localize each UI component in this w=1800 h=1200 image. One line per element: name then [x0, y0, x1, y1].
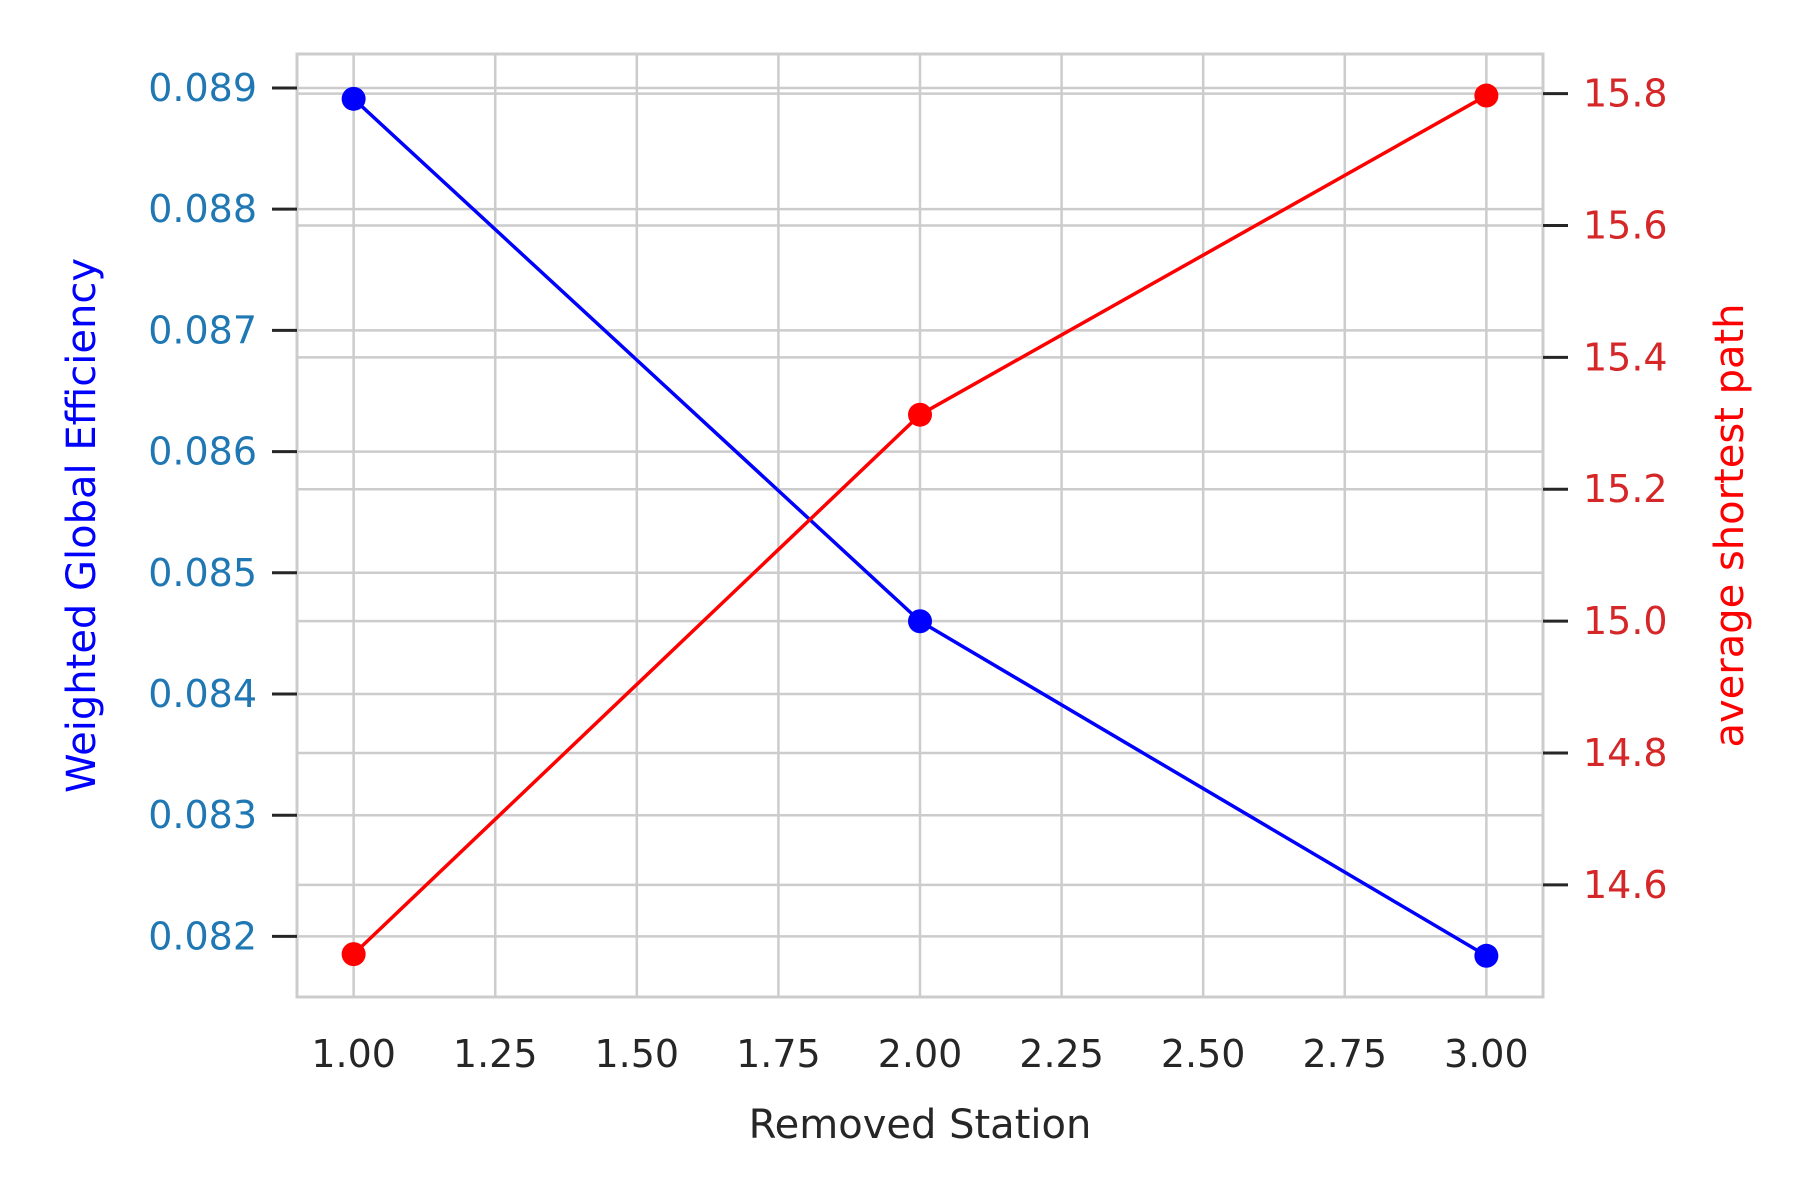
x-axis: 1.00 1.25 1.50 1.75 2.00 2.25 2.50 2.75 3.00	[311, 1032, 1528, 1076]
y-right-tick-label: 15.4	[1583, 335, 1668, 379]
grid	[297, 54, 1543, 997]
y-axis-right-label: average shortest path	[1707, 303, 1753, 747]
x-axis-label: Removed Station	[749, 1102, 1092, 1148]
y-right-tick-label: 15.0	[1583, 599, 1668, 643]
y-right-tick-label: 14.6	[1583, 863, 1668, 907]
data-point-right	[1474, 83, 1499, 108]
data-point-left	[908, 609, 932, 634]
y-axis-right: 14.6 14.8 15.0 15.2 15.4 15.6 15.8	[1543, 72, 1668, 907]
x-tick-label: 3.00	[1444, 1032, 1529, 1076]
data-point-right	[341, 942, 366, 967]
y-right-tick-label: 15.2	[1583, 467, 1668, 511]
y-left-tick-label: 0.089	[148, 66, 257, 110]
y-left-tick-label: 0.083	[148, 793, 257, 837]
data-point-right	[908, 402, 932, 427]
plot-frame	[295, 52, 1545, 999]
x-tick-label: 1.75	[736, 1032, 821, 1076]
y-axis-left-label: Weighted Global Efficiency	[59, 258, 105, 793]
series	[341, 83, 1499, 968]
x-tick-label: 2.75	[1302, 1032, 1387, 1076]
x-tick-label: 1.50	[595, 1032, 680, 1076]
y-axis-left: 0.082 0.083 0.084 0.085 0.086 0.087 0.088 0.089	[148, 66, 297, 958]
data-point-left	[1474, 943, 1499, 968]
y-right-tick-label: 15.8	[1583, 72, 1668, 116]
x-tick-label: 2.50	[1161, 1032, 1246, 1076]
y-right-tick-label: 15.6	[1583, 203, 1668, 247]
y-left-tick-label: 0.087	[148, 308, 257, 352]
y-left-tick-label: 0.082	[148, 914, 257, 958]
y-left-tick-label: 0.088	[148, 187, 257, 231]
y-left-tick-label: 0.086	[148, 430, 257, 474]
x-tick-label: 2.00	[878, 1032, 963, 1076]
x-tick-label: 2.25	[1019, 1032, 1104, 1076]
y-left-tick-label: 0.084	[148, 672, 257, 716]
x-tick-label: 1.25	[453, 1032, 538, 1076]
data-point-left	[341, 86, 366, 111]
y-left-tick-label: 0.085	[148, 551, 257, 595]
x-tick-label: 1.00	[311, 1032, 396, 1076]
y-right-tick-label: 14.8	[1583, 731, 1668, 775]
